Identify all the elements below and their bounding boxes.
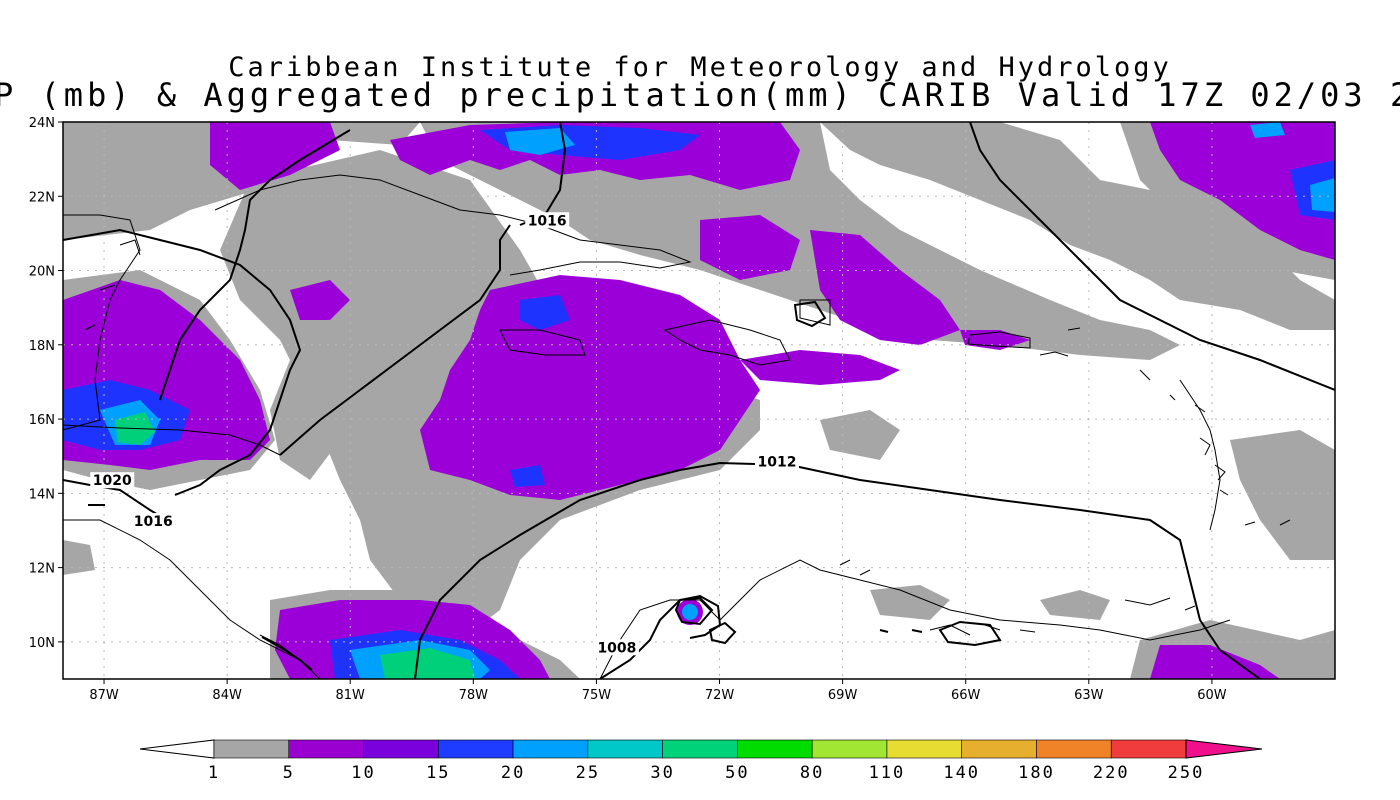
colorbar-swatch (587, 739, 663, 759)
isobars (63, 122, 1335, 679)
colorbar-swatch (737, 739, 813, 759)
colorbar-swatch (213, 739, 290, 759)
colorbar-label: 25 (576, 763, 600, 783)
colorbar-swatch (363, 739, 439, 759)
isobar-label-bg (754, 453, 799, 470)
coastlines (63, 174, 1291, 679)
colorbar-swatch (1110, 739, 1187, 759)
lat-tick-label: 12N (29, 562, 55, 577)
colorbar-swatch (961, 739, 1037, 759)
lon-tick-label: 75W (582, 688, 612, 703)
colorbar-label: 1 (208, 763, 220, 783)
colorbar-label: 10 (351, 763, 375, 783)
lon-tick-label: 78W (459, 688, 489, 703)
precip-cell-core (682, 604, 698, 620)
isobar-label: 1020 (93, 473, 132, 489)
colorbar-label: 20 (501, 763, 525, 783)
lon-tick-label: 84W (212, 688, 242, 703)
isobar-label-bg (131, 513, 176, 530)
isobar-label: 1008 (597, 640, 636, 656)
colorbar-over-arrow (1185, 739, 1263, 759)
chart-title: Caribbean Institute for Meteorology and … (228, 52, 1172, 83)
isobar-label: 1012 (757, 455, 796, 471)
isobar-labels: 1016 1012 1020 1016 1008 (90, 212, 799, 656)
lon-tick-label: 72W (705, 688, 735, 703)
colorbar-label: 15 (426, 763, 450, 783)
lon-tick-label: 81W (336, 688, 366, 703)
map-grid (63, 122, 1335, 679)
colorbar-label: 50 (725, 763, 749, 783)
lon-tick-label: 69W (828, 688, 858, 703)
precip-colorbar: 1 5 10 15 20 25 30 50 80 110 140 180 220 250 (139, 739, 1263, 783)
lat-tick-label: 10N (29, 636, 55, 651)
lat-tick-label: 16N (29, 413, 55, 428)
lon-tick-label: 87W (89, 688, 119, 703)
isobar-label-bg (594, 639, 639, 656)
chart-subtitle: P (mb) & Aggregated precipitation(mm) CA… (0, 76, 1400, 114)
lat-tick-label: 20N (29, 265, 55, 280)
lon-tick-label: 63W (1074, 688, 1104, 703)
lat-tick-label: 22N (29, 190, 55, 205)
map-frame (62, 121, 1336, 680)
colorbar-swatch (438, 739, 514, 759)
colorbar-swatch (811, 739, 888, 759)
colorbar-label: 30 (650, 763, 674, 783)
colorbar-swatch (662, 739, 738, 759)
colorbar-label: 140 (943, 763, 980, 783)
colorbar-swatch (512, 739, 589, 759)
isobar-label-bg (525, 212, 570, 229)
colorbar-label: 5 (283, 763, 295, 783)
lon-tick-label: 66W (951, 688, 981, 703)
colorbar-label: 110 (869, 763, 906, 783)
lon-tick-label: 60W (1197, 688, 1227, 703)
isobar-label-bg (90, 472, 135, 489)
map-axes: 24N 22N 20N 18N 16N 14N 12N 10N 87W 84W 81W 78W 75W 7… (29, 116, 1227, 703)
lat-tick-label: 18N (29, 339, 55, 354)
colorbar-label: 180 (1018, 763, 1055, 783)
colorbar-swatch (886, 739, 962, 759)
colorbar-label: 220 (1093, 763, 1130, 783)
isobar-label: 1016 (134, 514, 173, 530)
colorbar-swatch (288, 739, 364, 759)
colorbar-label: 80 (800, 763, 824, 783)
map-plot-area: 1016 1012 1020 1016 1008 (63, 122, 1335, 679)
isobar-label: 1016 (528, 213, 567, 229)
lat-tick-label: 24N (29, 116, 55, 131)
lat-tick-label: 14N (29, 487, 55, 502)
colorbar-label: 250 (1168, 763, 1205, 783)
colorbar-under-arrow (139, 739, 215, 759)
colorbar-swatch (1036, 739, 1112, 759)
